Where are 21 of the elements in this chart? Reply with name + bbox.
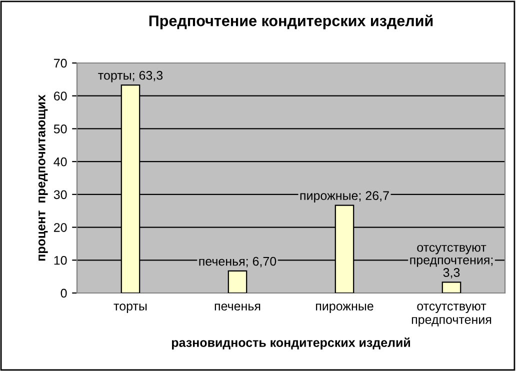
x-tick-label: пирожные [316, 304, 374, 313]
y-tick-label: 20 [54, 223, 67, 232]
x-tick-label: печенья [214, 304, 260, 311]
y-tick-label: 70 [54, 58, 67, 68]
x-tick-label: отсутствуют предпочтения [412, 304, 492, 326]
y-tick-label: 50 [54, 124, 67, 134]
y-tick-label: 10 [54, 256, 67, 265]
chart-title: Предпочтение кондитерских изделий [149, 14, 433, 30]
y-tick-label: 40 [54, 157, 67, 166]
y-tick-label: 0 [60, 288, 67, 298]
x-tick-label: торты [114, 304, 147, 313]
bar [228, 270, 248, 293]
data-label: печенья; 6,70 [199, 256, 276, 268]
bar [442, 282, 462, 293]
y-tick-label: 30 [54, 190, 67, 200]
data-label: торты; 63,3 [98, 70, 163, 82]
data-label: пирожные; 26,7 [300, 191, 389, 202]
y-tick-label: 60 [54, 92, 67, 101]
x-axis-title: разновидность кондитерских изделий [172, 338, 410, 350]
y-axis-title: процент предпочитающих [38, 94, 48, 261]
data-label: отсутствуют предпочтения; 3,3 [410, 244, 493, 278]
